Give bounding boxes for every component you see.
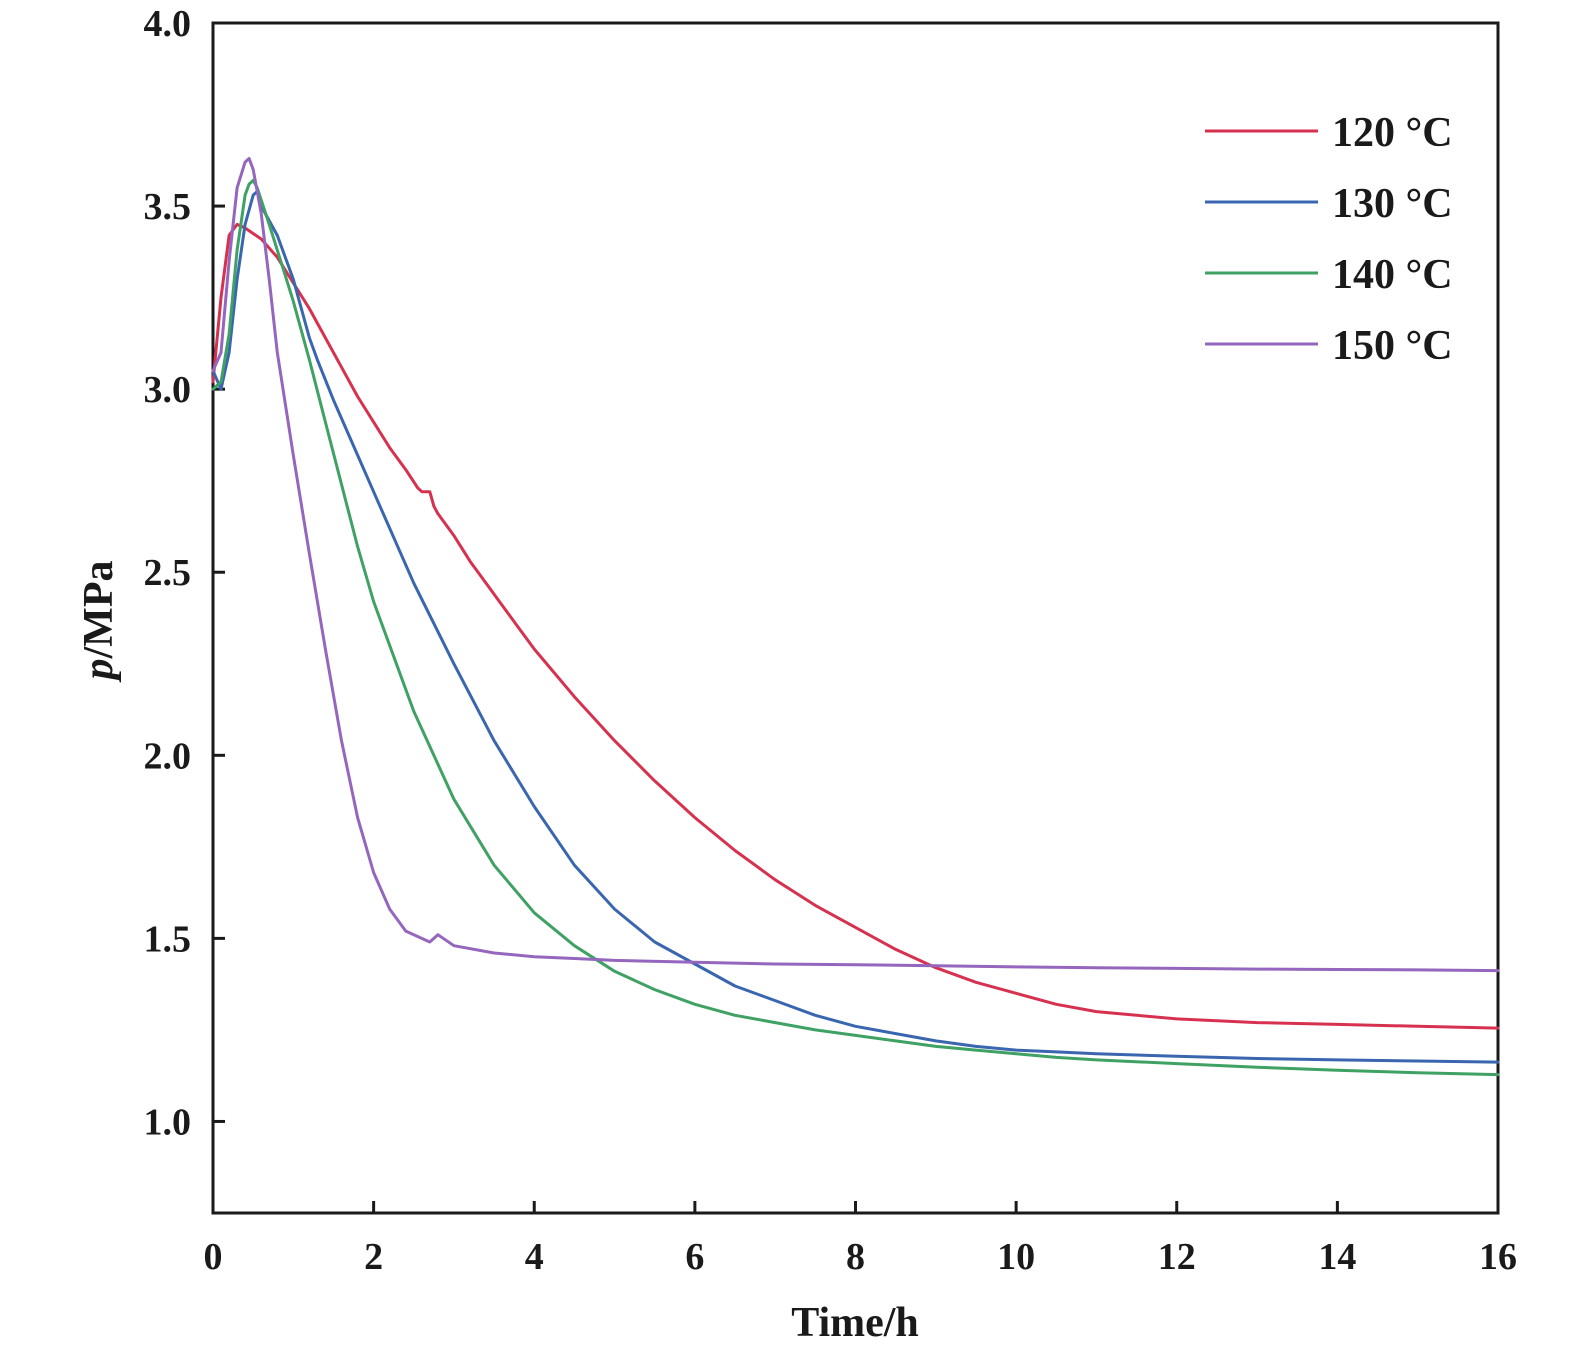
y-axis-title-italic: p [76, 658, 122, 682]
y-tick-label: 2.5 [144, 552, 192, 594]
y-tick-label: 1.5 [144, 918, 192, 960]
x-tick-label: 14 [1318, 1236, 1356, 1278]
y-tick-label: 4.0 [144, 3, 192, 45]
series-line-4 [211, 157, 1500, 973]
legend-label: 150 °C [1332, 323, 1453, 369]
x-tick-label: 6 [685, 1236, 704, 1278]
x-tick-label: 4 [525, 1236, 544, 1278]
y-tick-label: 3.5 [144, 186, 192, 228]
x-tick-label: 16 [1479, 1236, 1517, 1278]
x-tick-label: 10 [997, 1236, 1035, 1278]
series-line-1 [211, 222, 1500, 1030]
x-axis-title: Time/h [791, 1300, 919, 1346]
legend-label: 130 °C [1332, 181, 1453, 227]
x-tick-label: 12 [1158, 1236, 1196, 1278]
y-axis-ticks: 1.0 1.5 2.0 2.5 3.0 3.5 4.0 [144, 3, 225, 1143]
y-axis-title-unit: /MPa [76, 561, 122, 660]
y-tick-label: 3.0 [144, 369, 192, 411]
legend-label: 120 °C [1332, 110, 1453, 156]
x-tick-label: 2 [364, 1236, 383, 1278]
y-axis-title: p/MPa [76, 561, 122, 683]
y-tick-label: 1.0 [144, 1101, 192, 1143]
y-tick-label: 2.0 [144, 735, 192, 777]
x-axis-ticks: 0 2 4 6 8 10 12 14 16 [204, 1201, 1517, 1278]
legend-label: 140 °C [1332, 252, 1453, 298]
x-tick-label: 0 [204, 1236, 223, 1278]
x-tick-label: 8 [846, 1236, 865, 1278]
legend: 120 °C 130 °C 140 °C 150 °C [1205, 110, 1453, 369]
series-line-3 [211, 178, 1500, 1077]
series-lines [211, 157, 1500, 1077]
